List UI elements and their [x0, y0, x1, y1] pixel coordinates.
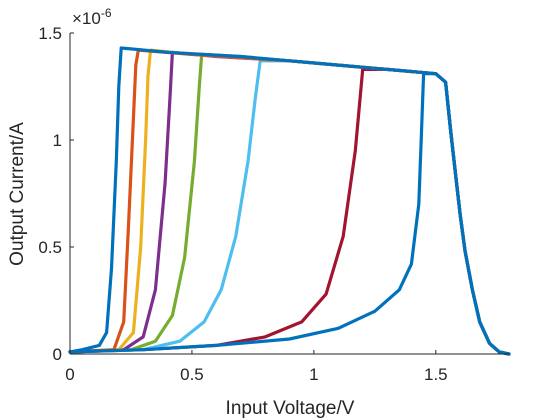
- x-tick-label: 0: [65, 365, 74, 384]
- x-axis-label: Input Voltage/V: [226, 398, 355, 419]
- tick-labels: 0 0.5 1 1.5 0 0.5 1 1.5: [38, 24, 447, 384]
- series-lines: [68, 46, 511, 356]
- y-axis-label: Output Current/A: [7, 122, 28, 266]
- y-tick-label: 1: [53, 131, 62, 150]
- tick-marks: [69, 32, 437, 355]
- x-tick-label: 0.5: [180, 365, 204, 384]
- series-line-8: [68, 72, 511, 356]
- y-tick-label: 1.5: [38, 24, 62, 43]
- x-tick-label: 1: [309, 365, 318, 384]
- x-tick-label: 1.5: [424, 365, 448, 384]
- y-axis-exponent: ×10-6: [72, 6, 112, 28]
- y-tick-label: 0: [53, 345, 62, 364]
- y-exponent-power: -6: [101, 6, 112, 20]
- y-exponent-base: ×10: [72, 9, 101, 28]
- y-tick-label: 0.5: [38, 238, 62, 257]
